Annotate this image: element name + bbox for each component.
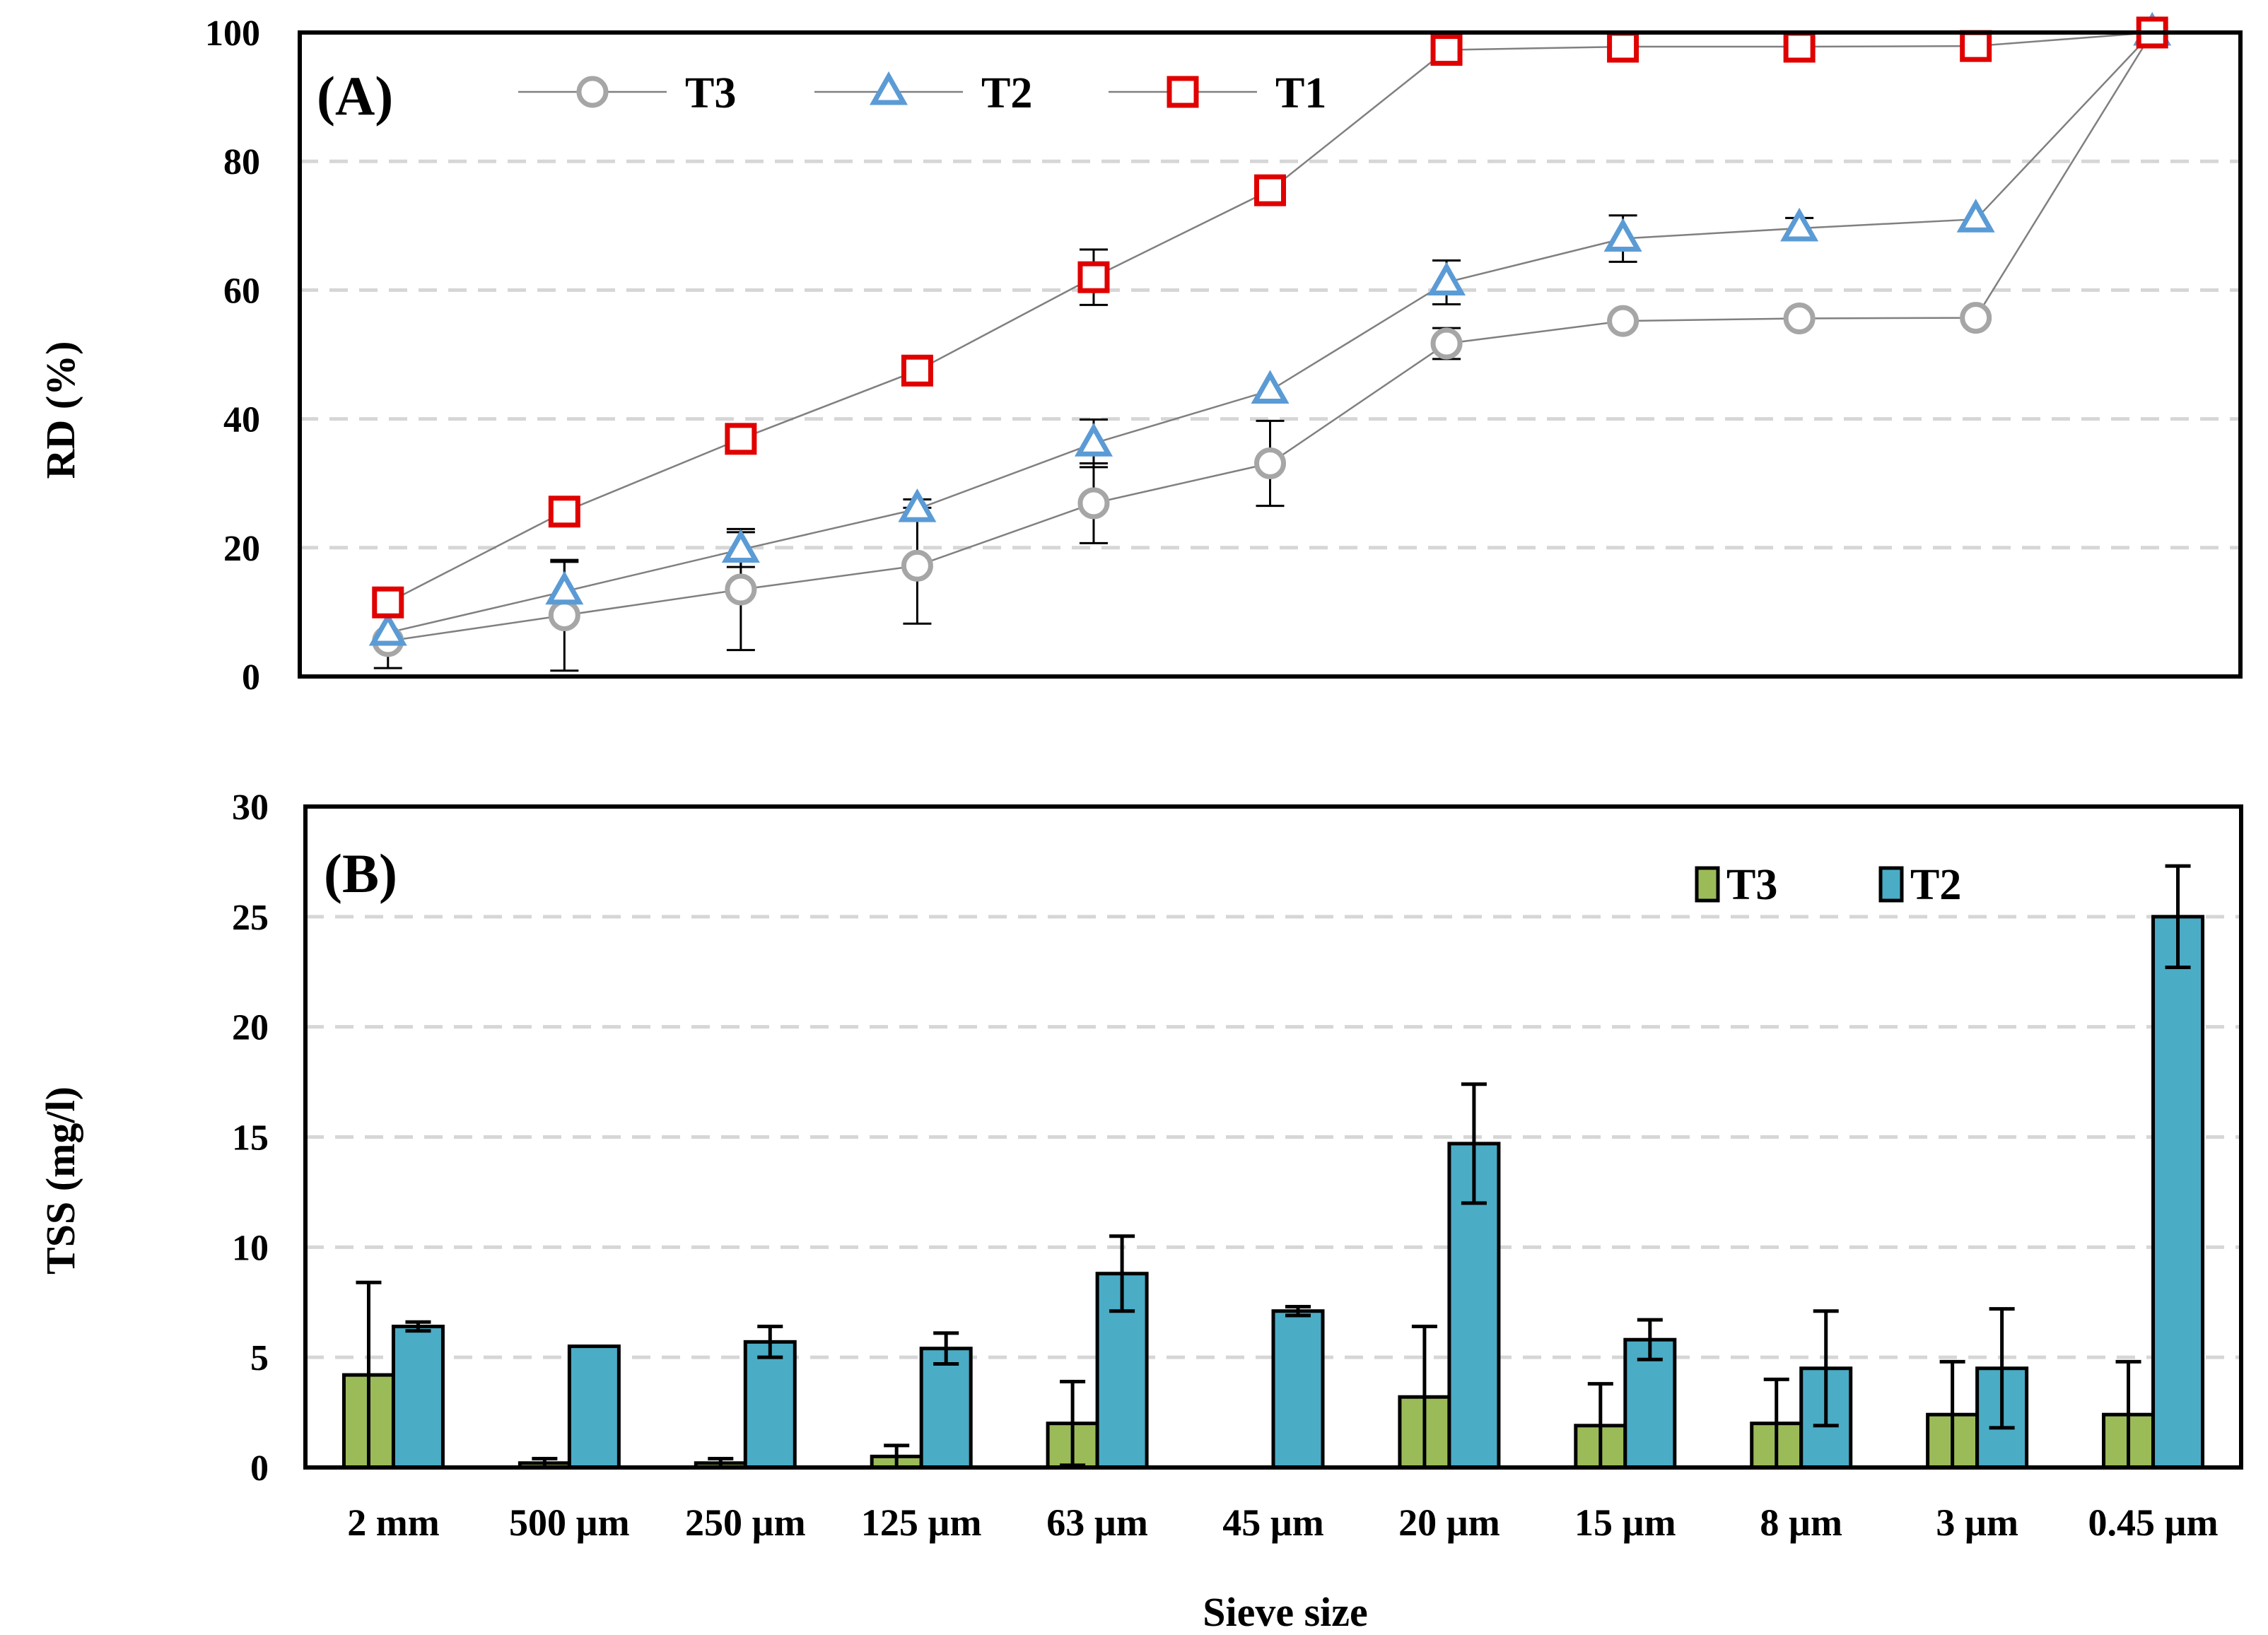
panel-a-y-axis-title: RD (%) [37, 341, 83, 479]
series-t2-point [1780, 207, 1819, 242]
series-t3-point [1430, 327, 1463, 360]
panel-b-legend: T3 T2 [1695, 861, 1961, 909]
panel-b-y-tick-15: 15 [232, 1118, 269, 1159]
panel-a-rd-chart: 0 20 40 60 80 100 (A) T3 T2 T1 RD (%) [37, 11, 2243, 698]
legend-t1-marker [1167, 76, 1199, 108]
series-t3-point [1607, 305, 1639, 337]
x-tick-500-um: 500 µm [509, 1501, 630, 1544]
bar-t2-0-45-um [2151, 915, 2205, 1470]
series-t1-point [1607, 30, 1639, 63]
x-tick-8-um: 8 µm [1760, 1501, 1842, 1544]
series-t1-point [901, 354, 933, 387]
series-t1-point [1077, 261, 1110, 293]
series-t2-point [368, 611, 407, 646]
series-t2-point [1956, 199, 1995, 233]
series-t3-line [387, 32, 2153, 643]
series-t1-point [372, 586, 404, 619]
series-t3-point [901, 549, 933, 582]
legend-t3-swatch [1695, 866, 1720, 903]
x-tick-15-um: 15 µm [1574, 1501, 1676, 1544]
panel-a-plot-frame [298, 30, 2243, 679]
series-t3-point [1960, 302, 1992, 334]
panel-a-y-tick-20: 20 [223, 529, 260, 569]
panel-b-y-tick-25: 25 [232, 898, 269, 938]
legend-t3-label: T3 [1726, 861, 1777, 909]
panel-a-y-tick-100: 100 [205, 13, 260, 54]
series-t2-point [898, 488, 937, 522]
series-t1-point [1783, 30, 1816, 63]
panel-a-y-tick-40: 40 [223, 400, 260, 440]
panel-b-y-tick-30: 30 [232, 787, 269, 828]
legend-t1-label: T1 [1275, 69, 1326, 117]
x-tick-63-um: 63 µm [1046, 1501, 1148, 1544]
bar-t2-45-um [1271, 1309, 1325, 1470]
series-t3-point [1783, 302, 1816, 334]
legend-t3-marker [576, 76, 609, 108]
x-tick-250-um: 250 µm [685, 1501, 806, 1544]
panel-a-y-tick-80: 80 [223, 142, 260, 182]
x-tick-20-um: 20 µm [1398, 1501, 1500, 1544]
bar-t2-500-um [567, 1344, 621, 1470]
series-t1-point [1960, 30, 1992, 62]
panel-a-series-lines [387, 31, 2153, 643]
x-category-labels: 2 mm 500 µm 250 µm 125 µm 63 µm 45 µm 20 µm 15 … [347, 1501, 2218, 1544]
series-t2-point [721, 529, 760, 563]
panel-b-tss-chart: 0 5 10 15 20 25 30 2 mm 500 µm 250 µm 125 µm 63 µm… [37, 787, 2243, 1635]
panel-b-y-axis-title: TSS (mg/l) [37, 1086, 83, 1274]
panel-a-label: (A) [317, 65, 393, 127]
series-t1-point [1430, 34, 1463, 66]
series-t2-point [1603, 218, 1642, 252]
panel-a-markers [368, 11, 2172, 657]
x-tick-3-um: 3 µm [1936, 1501, 2018, 1544]
series-t1-point [725, 423, 757, 455]
panel-b-y-tick-labels: 0 5 10 15 20 25 30 [232, 787, 269, 1489]
series-t2-point [545, 570, 584, 605]
x-tick-0-45-um: 0.45 µm [2088, 1501, 2218, 1544]
legend-t2-label: T2 [1910, 861, 1961, 909]
x-tick-45-um: 45 µm [1222, 1501, 1324, 1544]
panel-a-y-tick-0: 0 [242, 657, 260, 698]
series-t1-point [548, 496, 580, 528]
panel-b-y-tick-0: 0 [250, 1448, 269, 1489]
series-t3-point [725, 573, 757, 606]
series-t2-point [1251, 370, 1290, 404]
legend-t2-label: T2 [981, 69, 1032, 117]
bar-t2-2-mm [391, 1325, 445, 1470]
panel-a-y-tick-labels: 0 20 40 60 80 100 [205, 13, 260, 698]
series-t2-point [1074, 423, 1113, 457]
panel-b-bars [341, 915, 2205, 1470]
panel-b-label: (B) [324, 843, 397, 904]
x-tick-2-mm: 2 mm [347, 1501, 439, 1544]
panel-b-y-tick-10: 10 [232, 1228, 269, 1268]
series-t1-point [1254, 174, 1286, 206]
series-t3-point [548, 599, 580, 631]
legend-t3-label: T3 [685, 69, 736, 117]
series-t2-point [1427, 262, 1466, 295]
series-t3-point [1077, 487, 1110, 520]
panel-a-gridlines [300, 159, 2240, 550]
x-tick-125-um: 125 µm [861, 1501, 982, 1544]
bar-t2-125-um [919, 1347, 973, 1470]
panel-b-y-tick-20: 20 [232, 1008, 269, 1048]
panel-a-y-tick-60: 60 [223, 271, 260, 311]
legend-t2-swatch [1878, 866, 1904, 903]
panel-b-gridlines [305, 915, 2241, 1359]
panel-b-y-tick-5: 5 [250, 1338, 269, 1378]
bar-t2-250-um [743, 1340, 797, 1470]
x-axis-title: Sieve size [1203, 1589, 1368, 1635]
panel-b-plot-frame [303, 804, 2243, 1470]
panel-a-legend: T3 T2 T1 [518, 69, 1326, 117]
series-t2-line [387, 32, 2153, 634]
series-t3-point [1254, 447, 1286, 479]
legend-t2-marker [869, 71, 908, 105]
